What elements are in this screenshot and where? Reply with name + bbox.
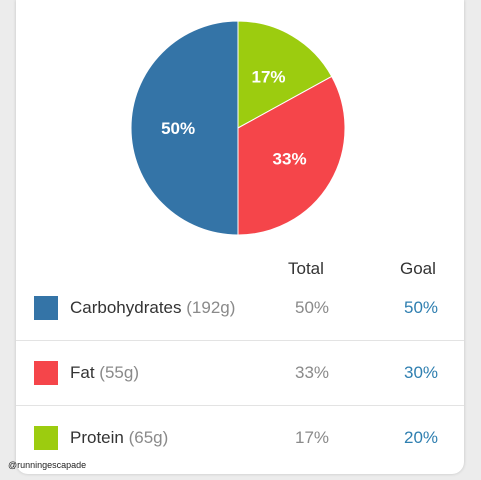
nutrient-amount: (65g) <box>128 428 169 447</box>
table-row-fat: Fat (55g) 33% 30% <box>16 341 464 405</box>
nutrient-name: Protein <box>70 428 124 447</box>
fat-color-swatch <box>34 361 58 385</box>
pie-slice-protein <box>237 20 333 129</box>
watermark-handle: @runningescapade <box>8 460 87 470</box>
total-value: 50% <box>295 298 330 317</box>
goal-column-header: Goal <box>400 259 436 278</box>
pie-slice-carbohydrates <box>130 20 239 236</box>
pie-label-protein: 17% <box>251 67 285 86</box>
row-divider <box>16 340 464 341</box>
goal-value: 20% <box>404 428 439 447</box>
total-column-header: Total <box>288 259 324 278</box>
nutrient-label: Carbohydrates (192g) <box>70 298 235 318</box>
total-value: 17% <box>295 428 330 447</box>
nutrient-amount: (55g) <box>99 363 139 382</box>
carbohydrates-color-swatch <box>34 296 58 320</box>
table-row-carbohydrates: Carbohydrates (192g) 50% 50% <box>16 276 464 340</box>
protein-color-swatch <box>34 426 58 450</box>
nutrient-label: Protein (65g) <box>70 428 168 448</box>
nutrient-name: Fat <box>70 363 95 382</box>
pie-slice-fat <box>237 75 346 236</box>
nutrient-name: Carbohydrates <box>70 298 182 317</box>
goal-value: 30% <box>404 363 439 382</box>
total-value: 33% <box>295 363 330 382</box>
table-row-protein: Protein (65g) 17% 20% <box>16 406 464 470</box>
pie-label-carbohydrates: 50% <box>161 119 195 138</box>
nutrient-label: Fat (55g) <box>70 363 139 383</box>
nutrient-amount: (192g) <box>186 298 236 317</box>
nutrition-card: 50% 17% 33% Total Goal Carbohydrates (192g… <box>16 0 464 474</box>
pie-label-fat: 33% <box>273 150 307 169</box>
row-divider <box>16 405 464 406</box>
macro-pie-chart: 50% 17% 33% <box>130 20 346 236</box>
goal-value: 50% <box>404 298 439 317</box>
